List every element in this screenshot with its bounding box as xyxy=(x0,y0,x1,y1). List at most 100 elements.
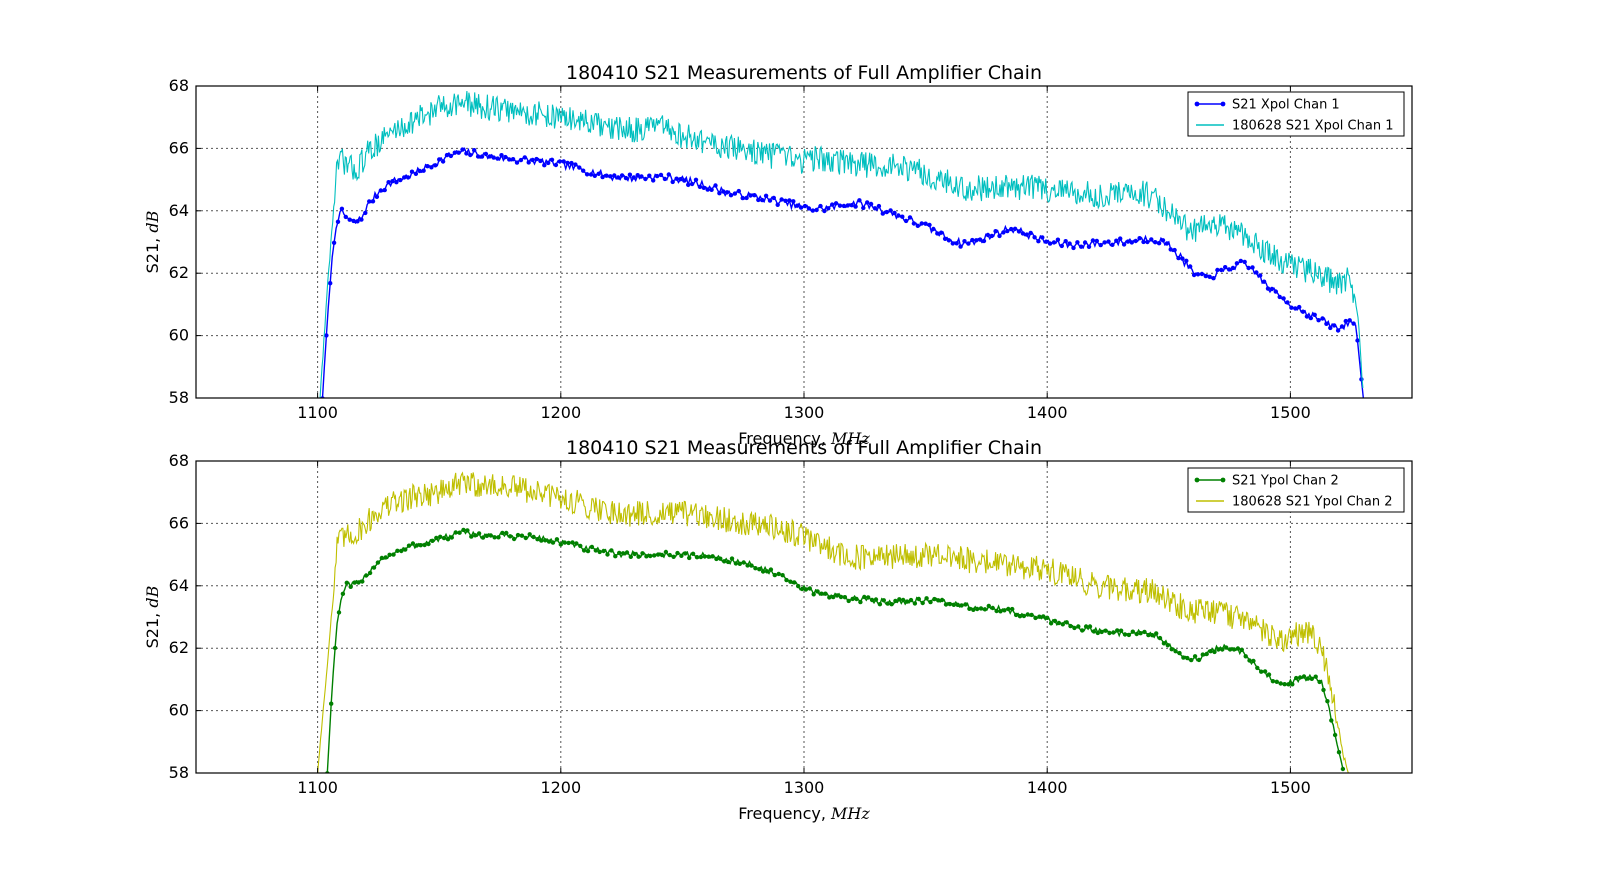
data-point xyxy=(375,560,381,565)
data-point xyxy=(1165,643,1171,648)
data-point xyxy=(557,159,562,164)
data-point xyxy=(737,561,742,566)
data-point xyxy=(822,208,827,214)
data-point xyxy=(866,595,871,600)
data-point xyxy=(912,601,918,606)
series-line xyxy=(319,90,1364,398)
y-tick-label: 66 xyxy=(169,138,189,157)
data-point xyxy=(480,535,486,540)
data-point xyxy=(662,176,668,182)
data-point xyxy=(1013,612,1019,618)
data-point xyxy=(539,538,544,543)
data-point xyxy=(1059,243,1065,249)
data-point xyxy=(869,597,875,603)
data-point xyxy=(612,173,617,178)
data-point xyxy=(826,206,831,211)
data-point xyxy=(648,553,653,559)
data-point xyxy=(640,551,645,556)
data-point xyxy=(452,150,457,155)
data-point xyxy=(518,157,524,163)
data-point xyxy=(721,189,726,194)
data-point xyxy=(1359,377,1364,382)
data-point xyxy=(985,232,991,238)
data-point xyxy=(865,200,870,205)
data-point xyxy=(464,151,469,156)
legend-item: S21 Ypol Chan 2 xyxy=(1194,474,1339,489)
data-point xyxy=(1305,676,1311,681)
data-point xyxy=(753,566,758,571)
data-point xyxy=(623,175,629,181)
data-point xyxy=(636,554,641,559)
data-point xyxy=(425,164,430,169)
data-point xyxy=(1001,230,1006,235)
y-axis-label-unit: dB xyxy=(143,210,162,232)
data-point xyxy=(1192,654,1198,659)
data-point xyxy=(733,561,739,566)
data-point xyxy=(332,645,338,651)
data-point xyxy=(857,198,862,203)
data-point xyxy=(1335,328,1341,333)
data-point xyxy=(752,193,757,198)
data-point xyxy=(903,218,909,224)
data-point xyxy=(967,606,972,611)
data-point xyxy=(787,198,792,203)
data-point xyxy=(1212,649,1217,655)
y-axis-label: S21, dB xyxy=(143,585,162,648)
data-point xyxy=(831,594,836,600)
data-point xyxy=(1173,649,1178,654)
data-point xyxy=(1090,238,1096,243)
data-point xyxy=(542,163,547,168)
x-axis-label-unit: MHz xyxy=(830,429,870,448)
data-point xyxy=(683,551,688,556)
data-point xyxy=(1220,647,1225,652)
data-point xyxy=(667,552,672,558)
data-point xyxy=(1122,632,1128,637)
data-point xyxy=(919,221,924,226)
data-point xyxy=(904,599,910,604)
data-point xyxy=(577,165,582,170)
data-point xyxy=(861,205,866,211)
data-point xyxy=(942,236,948,241)
data-point xyxy=(588,172,594,177)
data-point xyxy=(1246,265,1251,271)
series-180628-s21-ypol-chan-2 xyxy=(317,471,1349,773)
data-point xyxy=(1250,265,1255,270)
data-point xyxy=(706,554,711,559)
data-point xyxy=(510,157,516,162)
data-point xyxy=(1156,241,1162,246)
data-point xyxy=(810,208,815,213)
data-point xyxy=(1098,242,1103,248)
data-point xyxy=(889,602,894,607)
data-point xyxy=(1309,676,1315,681)
data-point xyxy=(387,552,392,557)
data-point xyxy=(549,157,555,162)
data-point xyxy=(581,168,586,173)
grid xyxy=(196,85,1412,399)
data-point xyxy=(1106,239,1111,244)
data-point xyxy=(663,549,669,555)
legend: S21 Ypol Chan 2 180628 S21 Ypol Chan 2 xyxy=(1187,467,1405,513)
x-tick-label: 1500 xyxy=(1270,778,1311,797)
data-point xyxy=(854,596,859,602)
data-point xyxy=(1286,682,1291,687)
data-point xyxy=(1103,628,1108,633)
legend-box xyxy=(1187,91,1405,137)
data-point xyxy=(426,541,431,547)
data-point xyxy=(553,162,559,168)
data-point xyxy=(943,602,949,607)
data-point xyxy=(500,530,505,536)
chart-title: 180410 S21 Measurements of Full Amplifie… xyxy=(566,437,1042,459)
data-point xyxy=(1157,635,1163,641)
data-point xyxy=(1321,687,1326,693)
data-point xyxy=(652,553,657,558)
y-tick-label: 68 xyxy=(169,451,189,470)
data-point xyxy=(1289,305,1294,310)
data-point xyxy=(499,153,504,158)
series-s21-ypol-chan-2 xyxy=(325,527,1346,773)
data-point xyxy=(1118,628,1124,633)
data-point xyxy=(1270,679,1276,684)
data-point xyxy=(348,584,353,589)
data-point xyxy=(430,538,435,543)
data-point xyxy=(1300,309,1306,314)
data-point xyxy=(796,583,801,589)
